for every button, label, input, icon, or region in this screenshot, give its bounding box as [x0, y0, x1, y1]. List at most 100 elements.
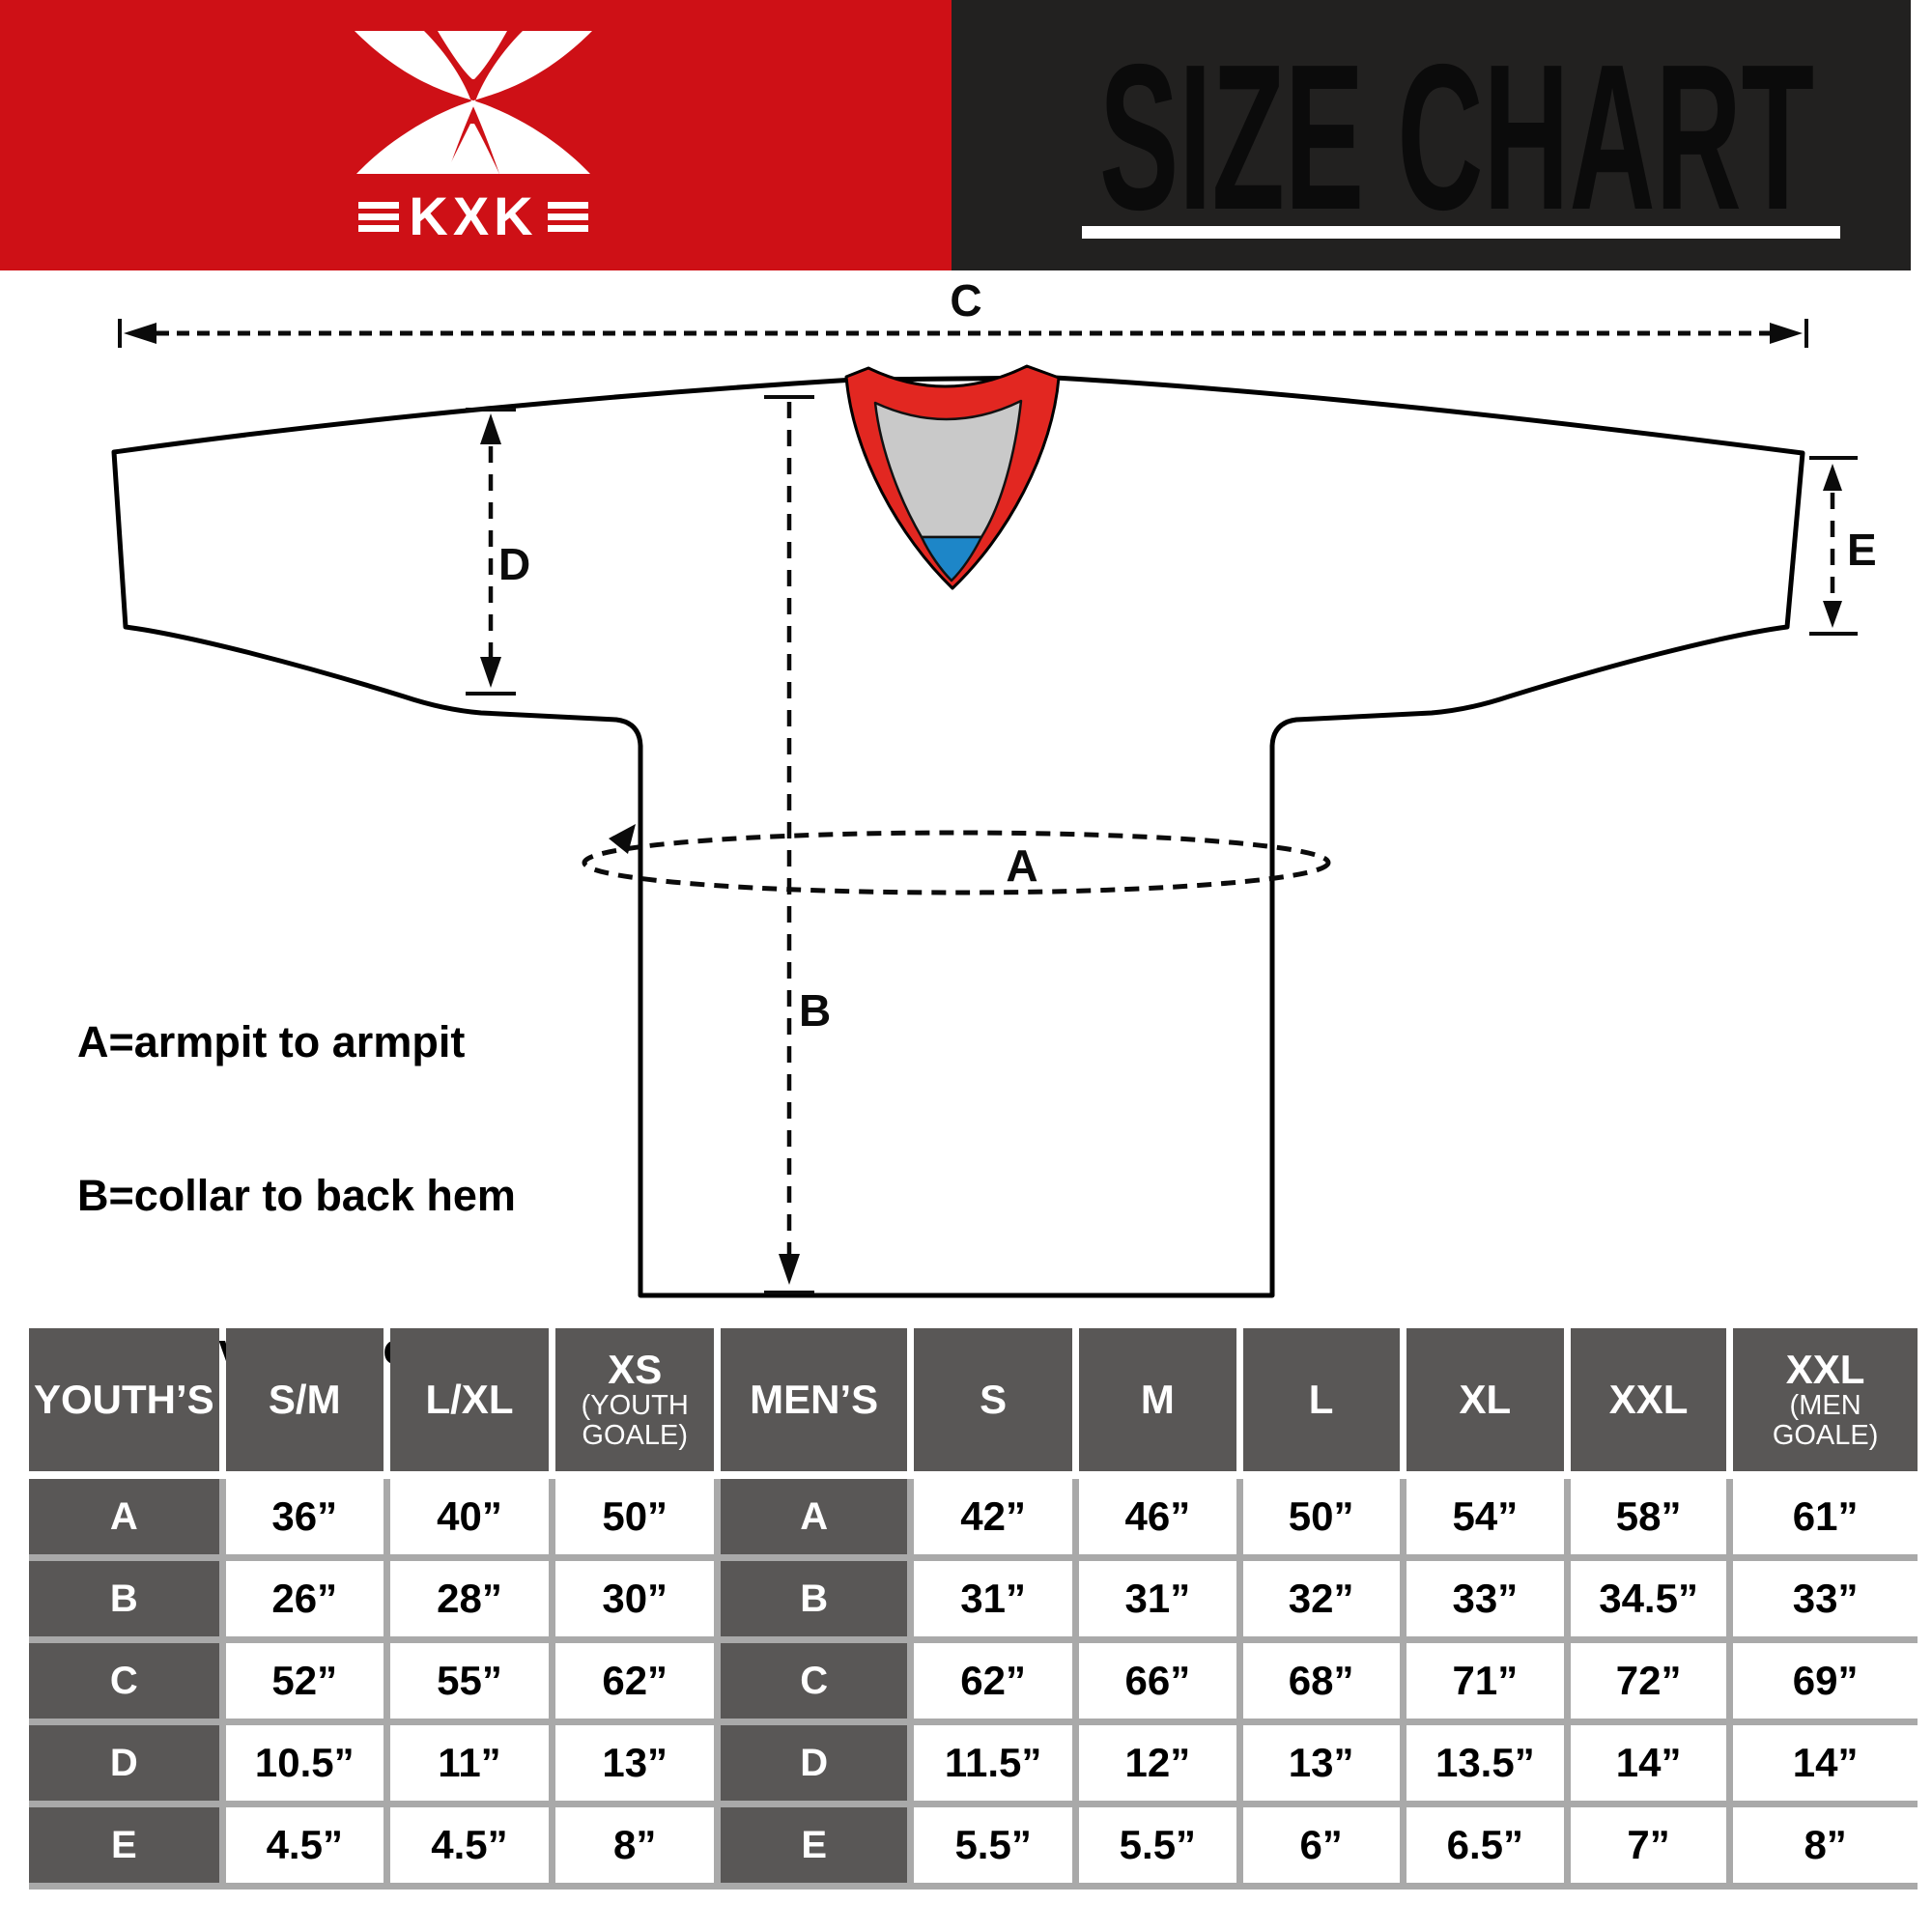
value-cell: 36” — [225, 1479, 384, 1554]
value-cell: 40” — [389, 1479, 550, 1554]
value-cell: 14” — [1733, 1725, 1918, 1801]
value-cell: 72” — [1570, 1643, 1727, 1719]
men-group-header: MEN’S — [721, 1328, 908, 1471]
c-arrow-left-head — [124, 323, 156, 344]
collar-inner-panel — [873, 399, 1023, 539]
a-ellipse-arrow-head — [609, 824, 636, 854]
value-cell: 61” — [1733, 1479, 1918, 1554]
page-title-text: SIZE CHART — [1099, 27, 1814, 253]
banner-red-panel: KXK — [0, 0, 952, 270]
value-cell: 32” — [1242, 1561, 1400, 1636]
page-title: SIZE CHART — [1082, 27, 1840, 253]
value-cell: 46” — [1079, 1479, 1236, 1554]
value-cell: 42” — [914, 1479, 1073, 1554]
value-cell: 34.5” — [1570, 1561, 1727, 1636]
men-col-xxl-goalie: XXL (MEN GOALE) — [1733, 1328, 1918, 1471]
collar-blue-insert — [920, 535, 983, 582]
row-label: D — [721, 1725, 908, 1801]
men-col-l: L — [1242, 1328, 1400, 1471]
value-cell: 5.5” — [1079, 1807, 1236, 1883]
value-cell: 71” — [1406, 1643, 1564, 1719]
value-cell: 31” — [914, 1561, 1073, 1636]
value-cell: 12” — [1079, 1725, 1236, 1801]
e-arrow-up-head — [1823, 464, 1842, 491]
brand-text: KXK — [409, 185, 538, 246]
e-arrow-down-head — [1823, 601, 1842, 628]
men-col-m: M — [1079, 1328, 1236, 1471]
jersey-outline — [111, 375, 1805, 1298]
title-underline — [1082, 226, 1840, 239]
youth-col-sm: S/M — [225, 1328, 384, 1471]
value-cell: 8” — [555, 1807, 715, 1883]
b-arrow-down-head — [779, 1254, 800, 1285]
value-cell: 31” — [1079, 1561, 1236, 1636]
value-cell: 30” — [555, 1561, 715, 1636]
value-cell: 28” — [389, 1561, 550, 1636]
youth-col-lxl: L/XL — [389, 1328, 550, 1471]
row-label: B — [29, 1561, 219, 1636]
size-table-header: YOUTH’S S/M L/XL XS (YOUTH GOALE) MEN’S … — [29, 1328, 1918, 1471]
value-cell: 4.5” — [389, 1807, 550, 1883]
triple-bar-right-icon — [547, 201, 588, 232]
kxk-logo-icon — [355, 31, 592, 174]
youth-col-xs-sub: (YOUTH GOALE) — [581, 1390, 689, 1452]
kxk-wordmark: KXK — [333, 189, 613, 243]
value-cell: 52” — [225, 1643, 384, 1719]
men-col-s: S — [914, 1328, 1073, 1471]
size-table: YOUTH’S S/M L/XL XS (YOUTH GOALE) MEN’S … — [29, 1328, 1918, 1889]
value-cell: 33” — [1406, 1561, 1564, 1636]
legend-item-b: B=collar to back hem — [77, 1171, 516, 1220]
row-label: D — [29, 1725, 219, 1801]
c-arrow-right-head — [1770, 323, 1803, 344]
men-col-xxl-goalie-main: XXL — [1785, 1346, 1865, 1392]
legend-item-a: A=armpit to armpit — [77, 1017, 466, 1066]
row-label: B — [721, 1561, 908, 1636]
d-arrow-up-head — [480, 413, 501, 444]
value-cell: 50” — [1242, 1479, 1400, 1554]
row-label: E — [721, 1807, 908, 1883]
a-girth-ellipse — [582, 830, 1331, 895]
value-cell: 26” — [225, 1561, 384, 1636]
row-label: C — [29, 1643, 219, 1719]
men-col-xxl-goalie-sub: (MEN GOALE) — [1772, 1390, 1879, 1452]
value-cell: 6.5” — [1406, 1807, 1564, 1883]
value-cell: 5.5” — [914, 1807, 1073, 1883]
men-col-xxl: XXL — [1570, 1328, 1727, 1471]
value-cell: 69” — [1733, 1643, 1918, 1719]
value-cell: 55” — [389, 1643, 550, 1719]
row-label: A — [29, 1479, 219, 1554]
row-label: E — [29, 1807, 219, 1883]
men-col-xl: XL — [1406, 1328, 1564, 1471]
b-label: B — [799, 985, 831, 1036]
youth-col-xs-main: XS — [608, 1346, 663, 1392]
value-cell: 66” — [1079, 1643, 1236, 1719]
banner-black-panel — [952, 0, 1911, 270]
jersey-measurement-diagram: C D B E A — [111, 275, 1877, 1298]
youth-group-header: YOUTH’S — [29, 1328, 219, 1471]
value-cell: 54” — [1406, 1479, 1564, 1554]
value-cell: 58” — [1570, 1479, 1727, 1554]
d-arrow-down-head — [480, 657, 501, 688]
value-cell: 62” — [555, 1643, 715, 1719]
value-cell: 68” — [1242, 1643, 1400, 1719]
value-cell: 11.5” — [914, 1725, 1073, 1801]
e-label: E — [1847, 525, 1877, 575]
value-cell: 13” — [1242, 1725, 1400, 1801]
value-cell: 4.5” — [225, 1807, 384, 1883]
value-cell: 7” — [1570, 1807, 1727, 1883]
value-cell: 8” — [1733, 1807, 1918, 1883]
triple-bar-left-icon — [358, 201, 400, 232]
row-label: A — [721, 1479, 908, 1554]
value-cell: 62” — [914, 1643, 1073, 1719]
value-cell: 6” — [1242, 1807, 1400, 1883]
value-cell: 50” — [555, 1479, 715, 1554]
a-label: A — [1006, 840, 1037, 891]
d-label: D — [498, 539, 530, 589]
value-cell: 13.5” — [1406, 1725, 1564, 1801]
row-label: C — [721, 1643, 908, 1719]
value-cell: 11” — [389, 1725, 550, 1801]
value-cell: 10.5” — [225, 1725, 384, 1801]
value-cell: 33” — [1733, 1561, 1918, 1636]
value-cell: 14” — [1570, 1725, 1727, 1801]
